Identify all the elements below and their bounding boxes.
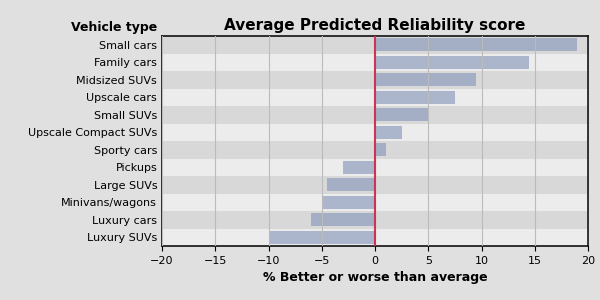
Bar <box>375 109 428 121</box>
Bar <box>311 214 375 226</box>
Bar <box>162 53 588 71</box>
Bar <box>343 161 375 173</box>
Bar <box>322 196 375 208</box>
X-axis label: % Better or worse than average: % Better or worse than average <box>263 271 487 284</box>
Bar <box>162 141 588 158</box>
Text: Vehicle type: Vehicle type <box>71 21 158 34</box>
Bar <box>162 36 588 53</box>
Bar <box>162 106 588 124</box>
Title: Average Predicted Reliability score: Average Predicted Reliability score <box>224 18 526 33</box>
Bar <box>162 71 588 88</box>
Bar <box>162 124 588 141</box>
Bar <box>375 74 476 86</box>
Bar <box>269 231 375 244</box>
Bar <box>162 211 588 229</box>
Bar <box>162 88 588 106</box>
Bar <box>162 158 588 176</box>
Bar <box>375 91 455 103</box>
Bar <box>327 178 375 191</box>
Bar <box>162 194 588 211</box>
Bar <box>375 56 529 68</box>
Bar <box>162 176 588 194</box>
Bar <box>162 229 588 246</box>
Bar <box>375 126 401 139</box>
Bar <box>375 38 577 51</box>
Bar <box>375 143 386 156</box>
